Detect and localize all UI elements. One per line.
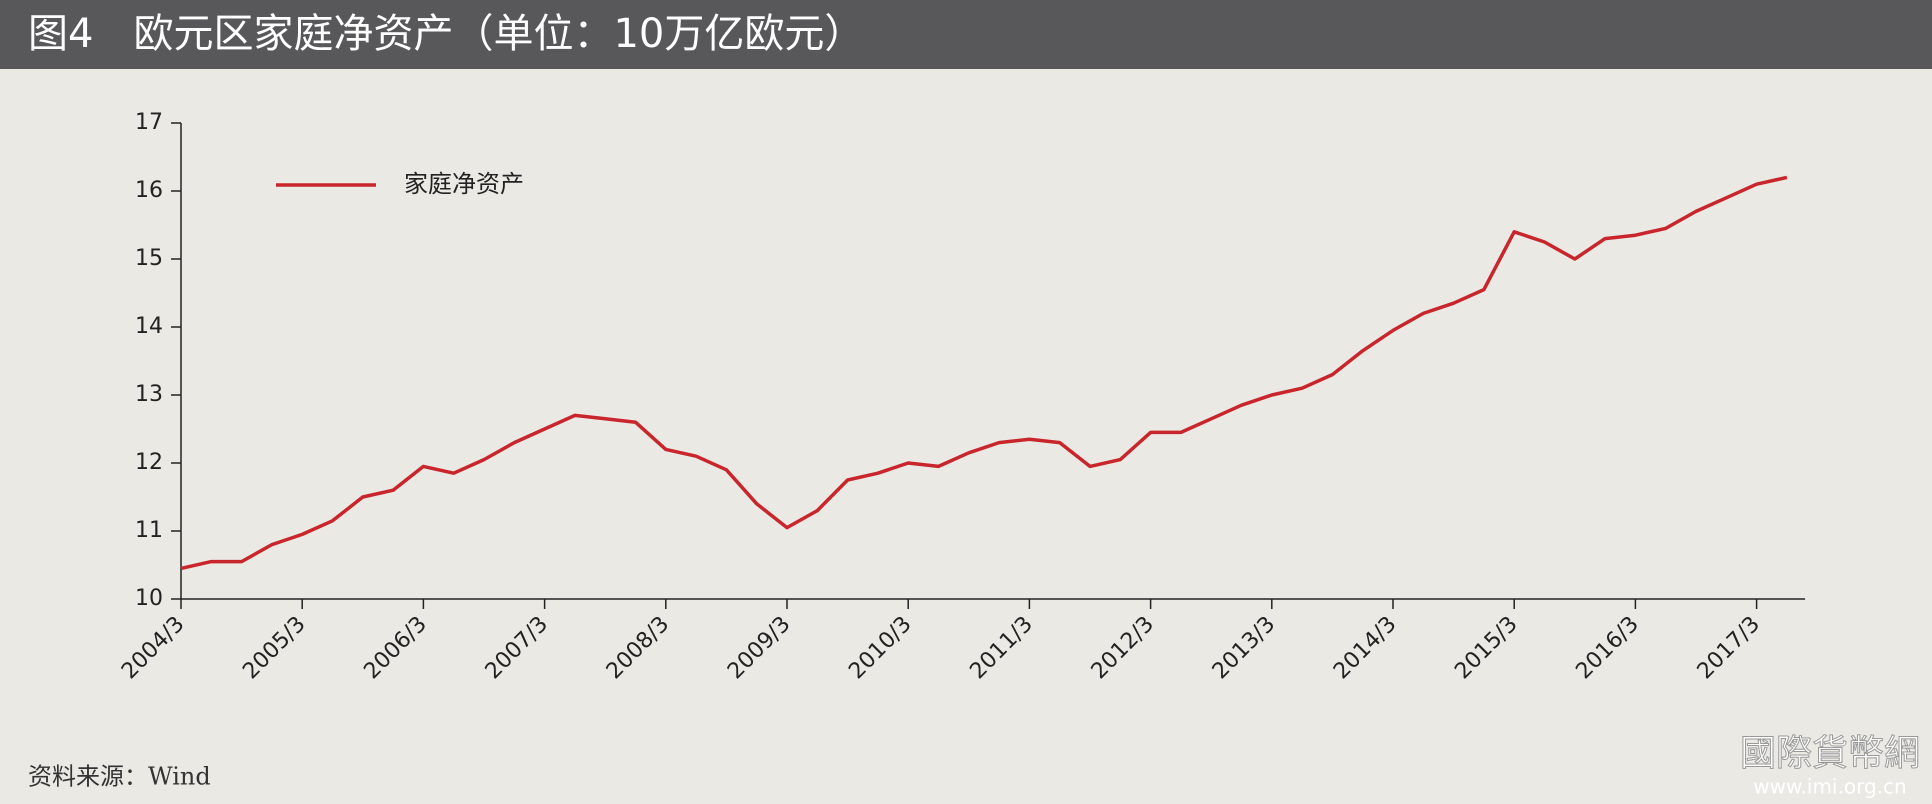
x-tick-label: 2005/3 [238,612,310,684]
x-tick-label: 2012/3 [1087,612,1159,684]
source: 资料来源：Wind [28,763,211,791]
x-tick-label: 2016/3 [1571,612,1643,684]
x-tick-label: 2009/3 [723,612,795,684]
x-tick-label: 2008/3 [602,612,674,684]
x-tick-label: 2007/3 [481,612,553,684]
y-tick-label: 16 [135,178,163,203]
x-tick-label: 2013/3 [1208,612,1280,684]
line-series [180,175,1788,571]
title-bar [0,0,1932,69]
x-tick-label: 2006/3 [359,612,431,684]
legend-label: 家庭净资产 [404,170,524,198]
chart-title: 图4 欧元区家庭净资产（单位：10万亿欧元） [28,11,864,57]
x-tick-label: 2004/3 [117,612,189,684]
y-tick-label: 14 [135,314,163,339]
x-tick-label: 2017/3 [1693,612,1765,684]
y-tick-label: 10 [135,586,163,611]
y-tick-label: 17 [135,110,163,135]
x-tick-label: 2014/3 [1329,612,1401,684]
x-tick-label: 2015/3 [1450,612,1522,684]
x-tick-label: 2011/3 [965,612,1037,684]
y-tick-label: 11 [135,518,163,543]
watermark-url: www.imi.org.cn [1753,775,1906,799]
y-tick-label: 12 [135,450,163,475]
y-tick-label: 15 [135,246,163,271]
y-tick-label: 13 [135,382,163,407]
x-tick-label: 2010/3 [844,612,916,684]
watermark: 國際貨幣網 [1740,733,1920,774]
